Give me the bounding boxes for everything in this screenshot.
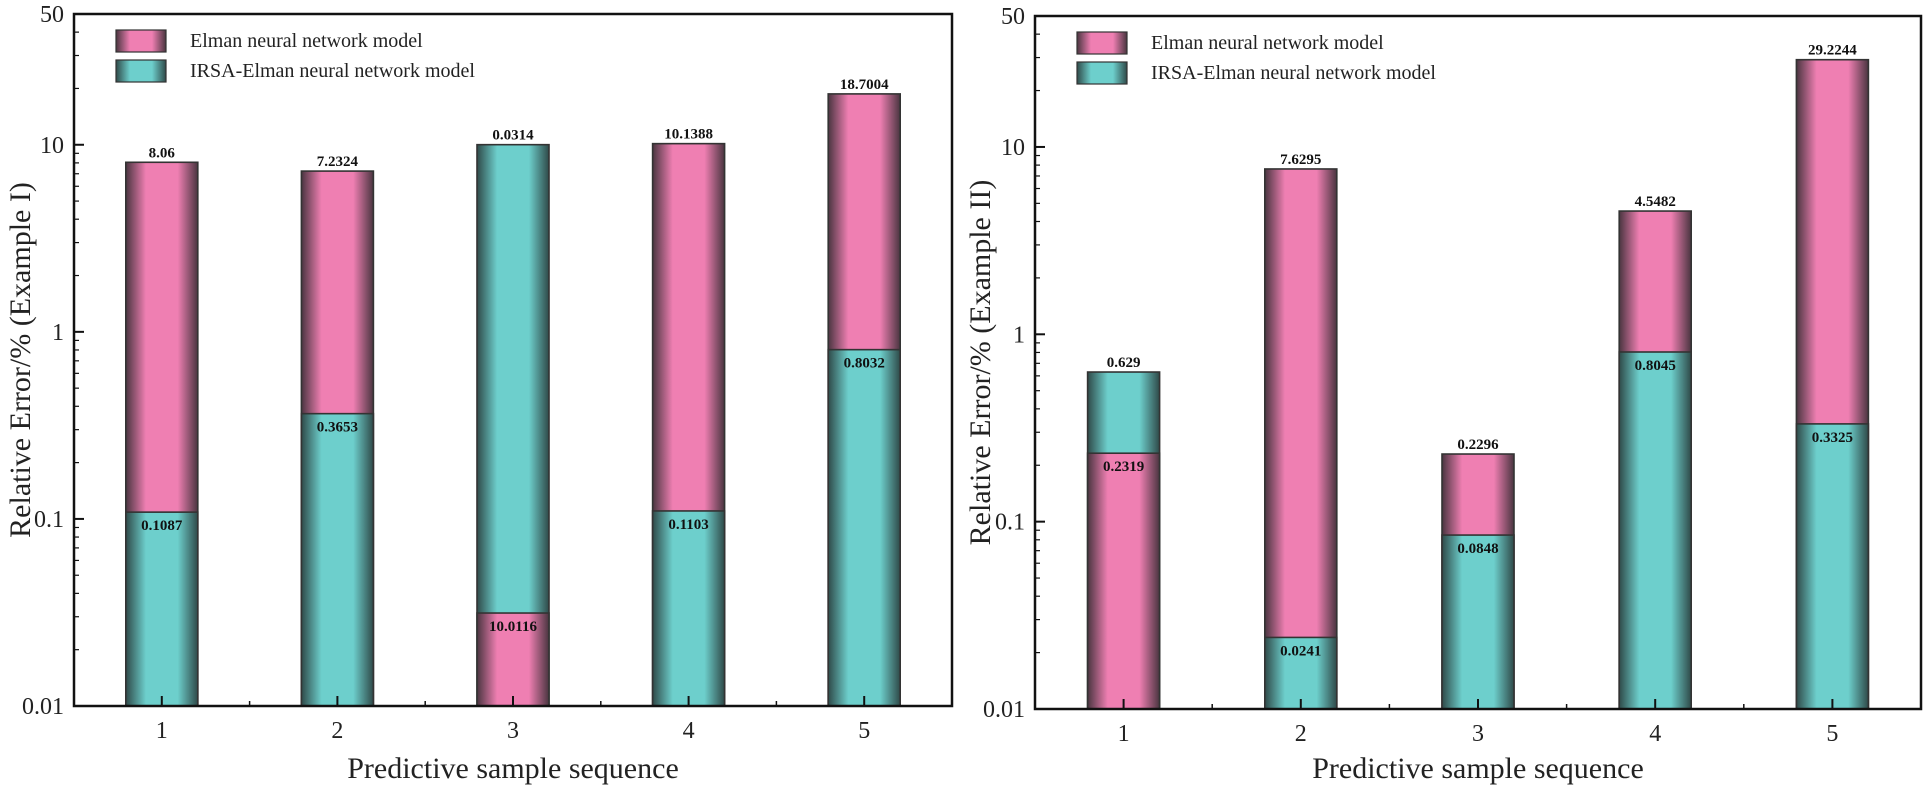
- y-tick-label: 10: [1001, 135, 1025, 161]
- bar-irsa-5: [1795, 423, 1870, 710]
- y-tick-label: 1: [1013, 322, 1025, 348]
- data-label-top: 29.2244: [1808, 43, 1857, 59]
- data-label-top: 0.0314: [492, 128, 534, 144]
- bar-elman-1: [1086, 452, 1161, 710]
- bar-irsa-2: [300, 412, 375, 707]
- y-tick-label: 0.1: [34, 507, 64, 533]
- bar-irsa-1: [125, 511, 199, 707]
- x-tick-label: 5: [1826, 721, 1838, 747]
- data-label-inner: 0.0848: [1457, 541, 1498, 557]
- data-label-inner: 0.3653: [317, 420, 358, 436]
- data-label-top: 10.1388: [664, 127, 713, 143]
- x-tick-label: 1: [156, 718, 168, 744]
- x-tick-label: 5: [858, 718, 870, 744]
- data-label-top: 0.629: [1107, 355, 1141, 371]
- x-tick-label: 2: [1295, 721, 1307, 747]
- x-axis-title: Predictive sample sequence: [347, 752, 679, 785]
- data-label-inner: 0.1103: [668, 517, 708, 533]
- y-tick-label: 0.01: [983, 697, 1025, 723]
- y-tick-label: 0.1: [995, 510, 1025, 536]
- legend-swatch-irsa: [1076, 61, 1128, 85]
- bar-irsa-3: [1441, 534, 1515, 710]
- x-tick-label: 3: [1472, 721, 1484, 747]
- y-tick-label: 50: [1001, 4, 1025, 30]
- data-label-top: 0.2296: [1457, 437, 1499, 453]
- data-label-inner: 0.2319: [1103, 459, 1144, 475]
- data-label-inner: 0.3325: [1812, 430, 1853, 446]
- chart-example-1: 0.01 0.1 1 10 50 8.06 0.1087 1 7.2324 0.3653 2 0.03…: [4, 2, 954, 785]
- data-label-inner: 0.8045: [1635, 358, 1676, 374]
- x-tick-label: 4: [1649, 721, 1661, 747]
- bar-elman-2: [1264, 168, 1338, 710]
- bar-irsa-4: [651, 510, 726, 707]
- legend-swatch-elman: [1076, 31, 1128, 55]
- y-tick-label: 50: [40, 2, 64, 28]
- plot-frame: [1033, 14, 1923, 711]
- x-axis-title: Predictive sample sequence: [1312, 752, 1644, 785]
- data-label-top: 8.06: [149, 145, 176, 161]
- data-label-inner: 0.1087: [141, 518, 183, 534]
- data-label-top: 4.5482: [1635, 194, 1676, 210]
- data-label-top: 7.6295: [1280, 152, 1321, 168]
- x-tick-label: 4: [683, 718, 695, 744]
- data-label-top: 18.7004: [840, 77, 889, 93]
- y-axis-title: Relative Error/% (Example II): [964, 180, 997, 546]
- y-axis-title: Relative Error/% (Example I): [4, 182, 37, 538]
- y-tick-label: 0.01: [22, 694, 64, 720]
- data-label-inner: 0.0241: [1280, 643, 1321, 659]
- data-label-inner: 10.0116: [489, 619, 537, 635]
- data-label-top: 7.2324: [317, 154, 359, 170]
- bar-irsa-4: [1618, 351, 1692, 710]
- chart-example-2: 0.01 0.1 1 10 50 0.629 0.2319 1 7.6295 0.0241 2 0.2…: [964, 4, 1923, 785]
- y-tick-label: 1: [52, 320, 64, 346]
- legend-label-elman: Elman neural network model: [190, 30, 423, 52]
- y-tick-label: 10: [40, 133, 64, 159]
- legend-label-elman: Elman neural network model: [1151, 32, 1384, 54]
- x-tick-label: 3: [507, 718, 519, 744]
- legend-swatch-elman: [115, 29, 167, 53]
- bar-irsa-5: [827, 348, 902, 707]
- x-tick-label: 1: [1118, 721, 1130, 747]
- plot-frame: [72, 12, 954, 708]
- legend-swatch-irsa: [115, 59, 167, 83]
- data-label-inner: 0.8032: [844, 356, 885, 372]
- legend-label-irsa: IRSA-Elman neural network model: [190, 60, 475, 82]
- legend-label-irsa: IRSA-Elman neural network model: [1151, 62, 1436, 84]
- bar-elman-3: [476, 612, 550, 707]
- x-tick-label: 2: [331, 718, 343, 744]
